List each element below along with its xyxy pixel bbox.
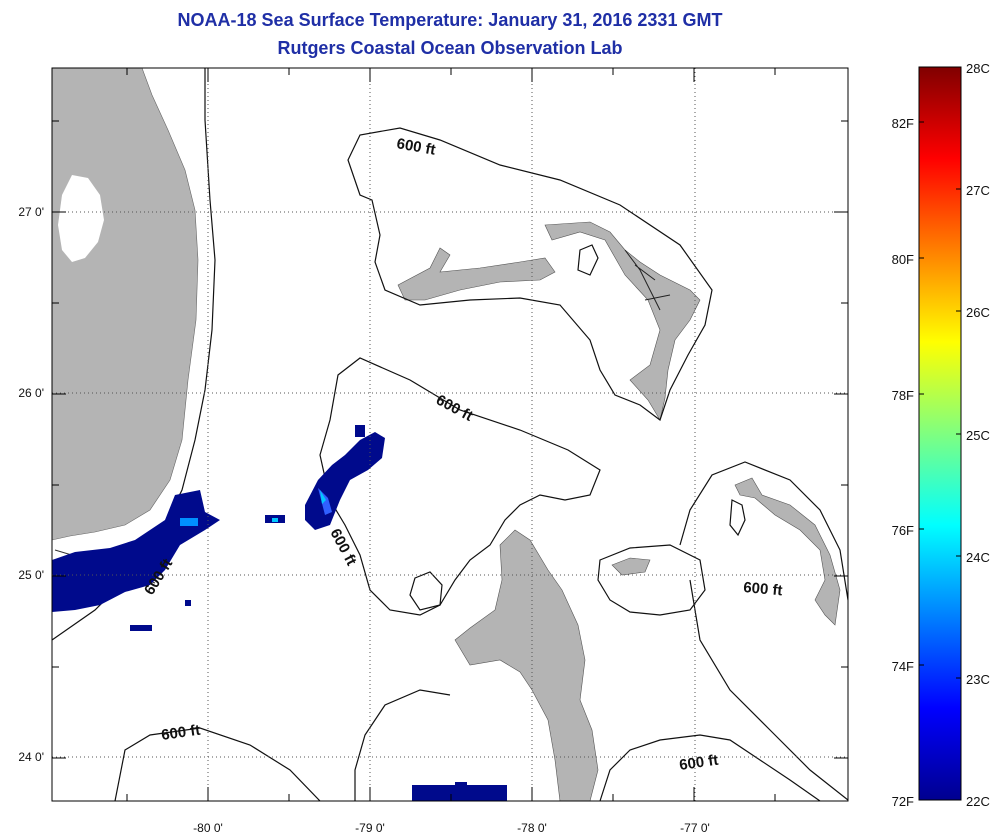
colorbar-fahrenheit-label: 74F bbox=[892, 659, 914, 674]
colorbar-celsius-label: 22C bbox=[966, 794, 990, 809]
colorbar-fahrenheit-label: 76F bbox=[892, 523, 914, 538]
lat-tick-label: 24 0' bbox=[18, 750, 44, 764]
contour-label: 600 ft bbox=[678, 752, 719, 774]
lon-tick-label: -77 0' bbox=[680, 821, 710, 835]
axis-ticks bbox=[52, 68, 848, 801]
colorbar bbox=[918, 66, 962, 801]
lon-tick-label: -78 0' bbox=[517, 821, 547, 835]
colorbar-fahrenheit-label: 72F bbox=[892, 794, 914, 809]
contour-label: 600 ft bbox=[743, 579, 784, 599]
lat-tick-label: 26 0' bbox=[18, 386, 44, 400]
abaco-cays bbox=[624, 249, 671, 311]
colorbar-fahrenheit-label: 80F bbox=[892, 252, 914, 267]
colorbar-celsius-label: 23C bbox=[966, 672, 990, 687]
colorbar-fahrenheit-label: 78F bbox=[892, 388, 914, 403]
lake-okeechobee bbox=[58, 175, 104, 262]
berry-islands bbox=[611, 557, 651, 576]
lon-tick-label: -79 0' bbox=[355, 821, 385, 835]
contour-label: 600 ft bbox=[395, 135, 437, 159]
map-subtitle: Rutgers Coastal Ocean Observation Lab bbox=[277, 38, 623, 58]
colorbar-celsius-label: 24C bbox=[966, 550, 990, 565]
contour-label: 600 ft bbox=[160, 722, 201, 744]
andros-island bbox=[454, 529, 599, 801]
grand-bahama bbox=[397, 247, 556, 301]
lat-tick-label: 27 0' bbox=[18, 205, 44, 219]
map-title: NOAA-18 Sea Surface Temperature: January… bbox=[177, 10, 723, 30]
colorbar-celsius-label: 26C bbox=[966, 305, 990, 320]
colorbar-celsius-label: 27C bbox=[966, 183, 990, 198]
colorbar-celsius-label: 25C bbox=[966, 428, 990, 443]
isobath-contours bbox=[52, 68, 848, 801]
sst-pixels bbox=[52, 425, 507, 801]
abaco-island bbox=[544, 221, 701, 421]
map-border bbox=[51, 67, 849, 802]
lon-tick-label: -80 0' bbox=[193, 821, 223, 835]
colorbar-ticks bbox=[919, 66, 961, 801]
colorbar-celsius-label: 28C bbox=[966, 61, 990, 76]
colorbar-fahrenheit-label: 82F bbox=[892, 116, 914, 131]
eleuthera-island bbox=[734, 477, 841, 626]
graticule bbox=[52, 68, 848, 801]
lat-tick-label: 25 0' bbox=[18, 568, 44, 582]
